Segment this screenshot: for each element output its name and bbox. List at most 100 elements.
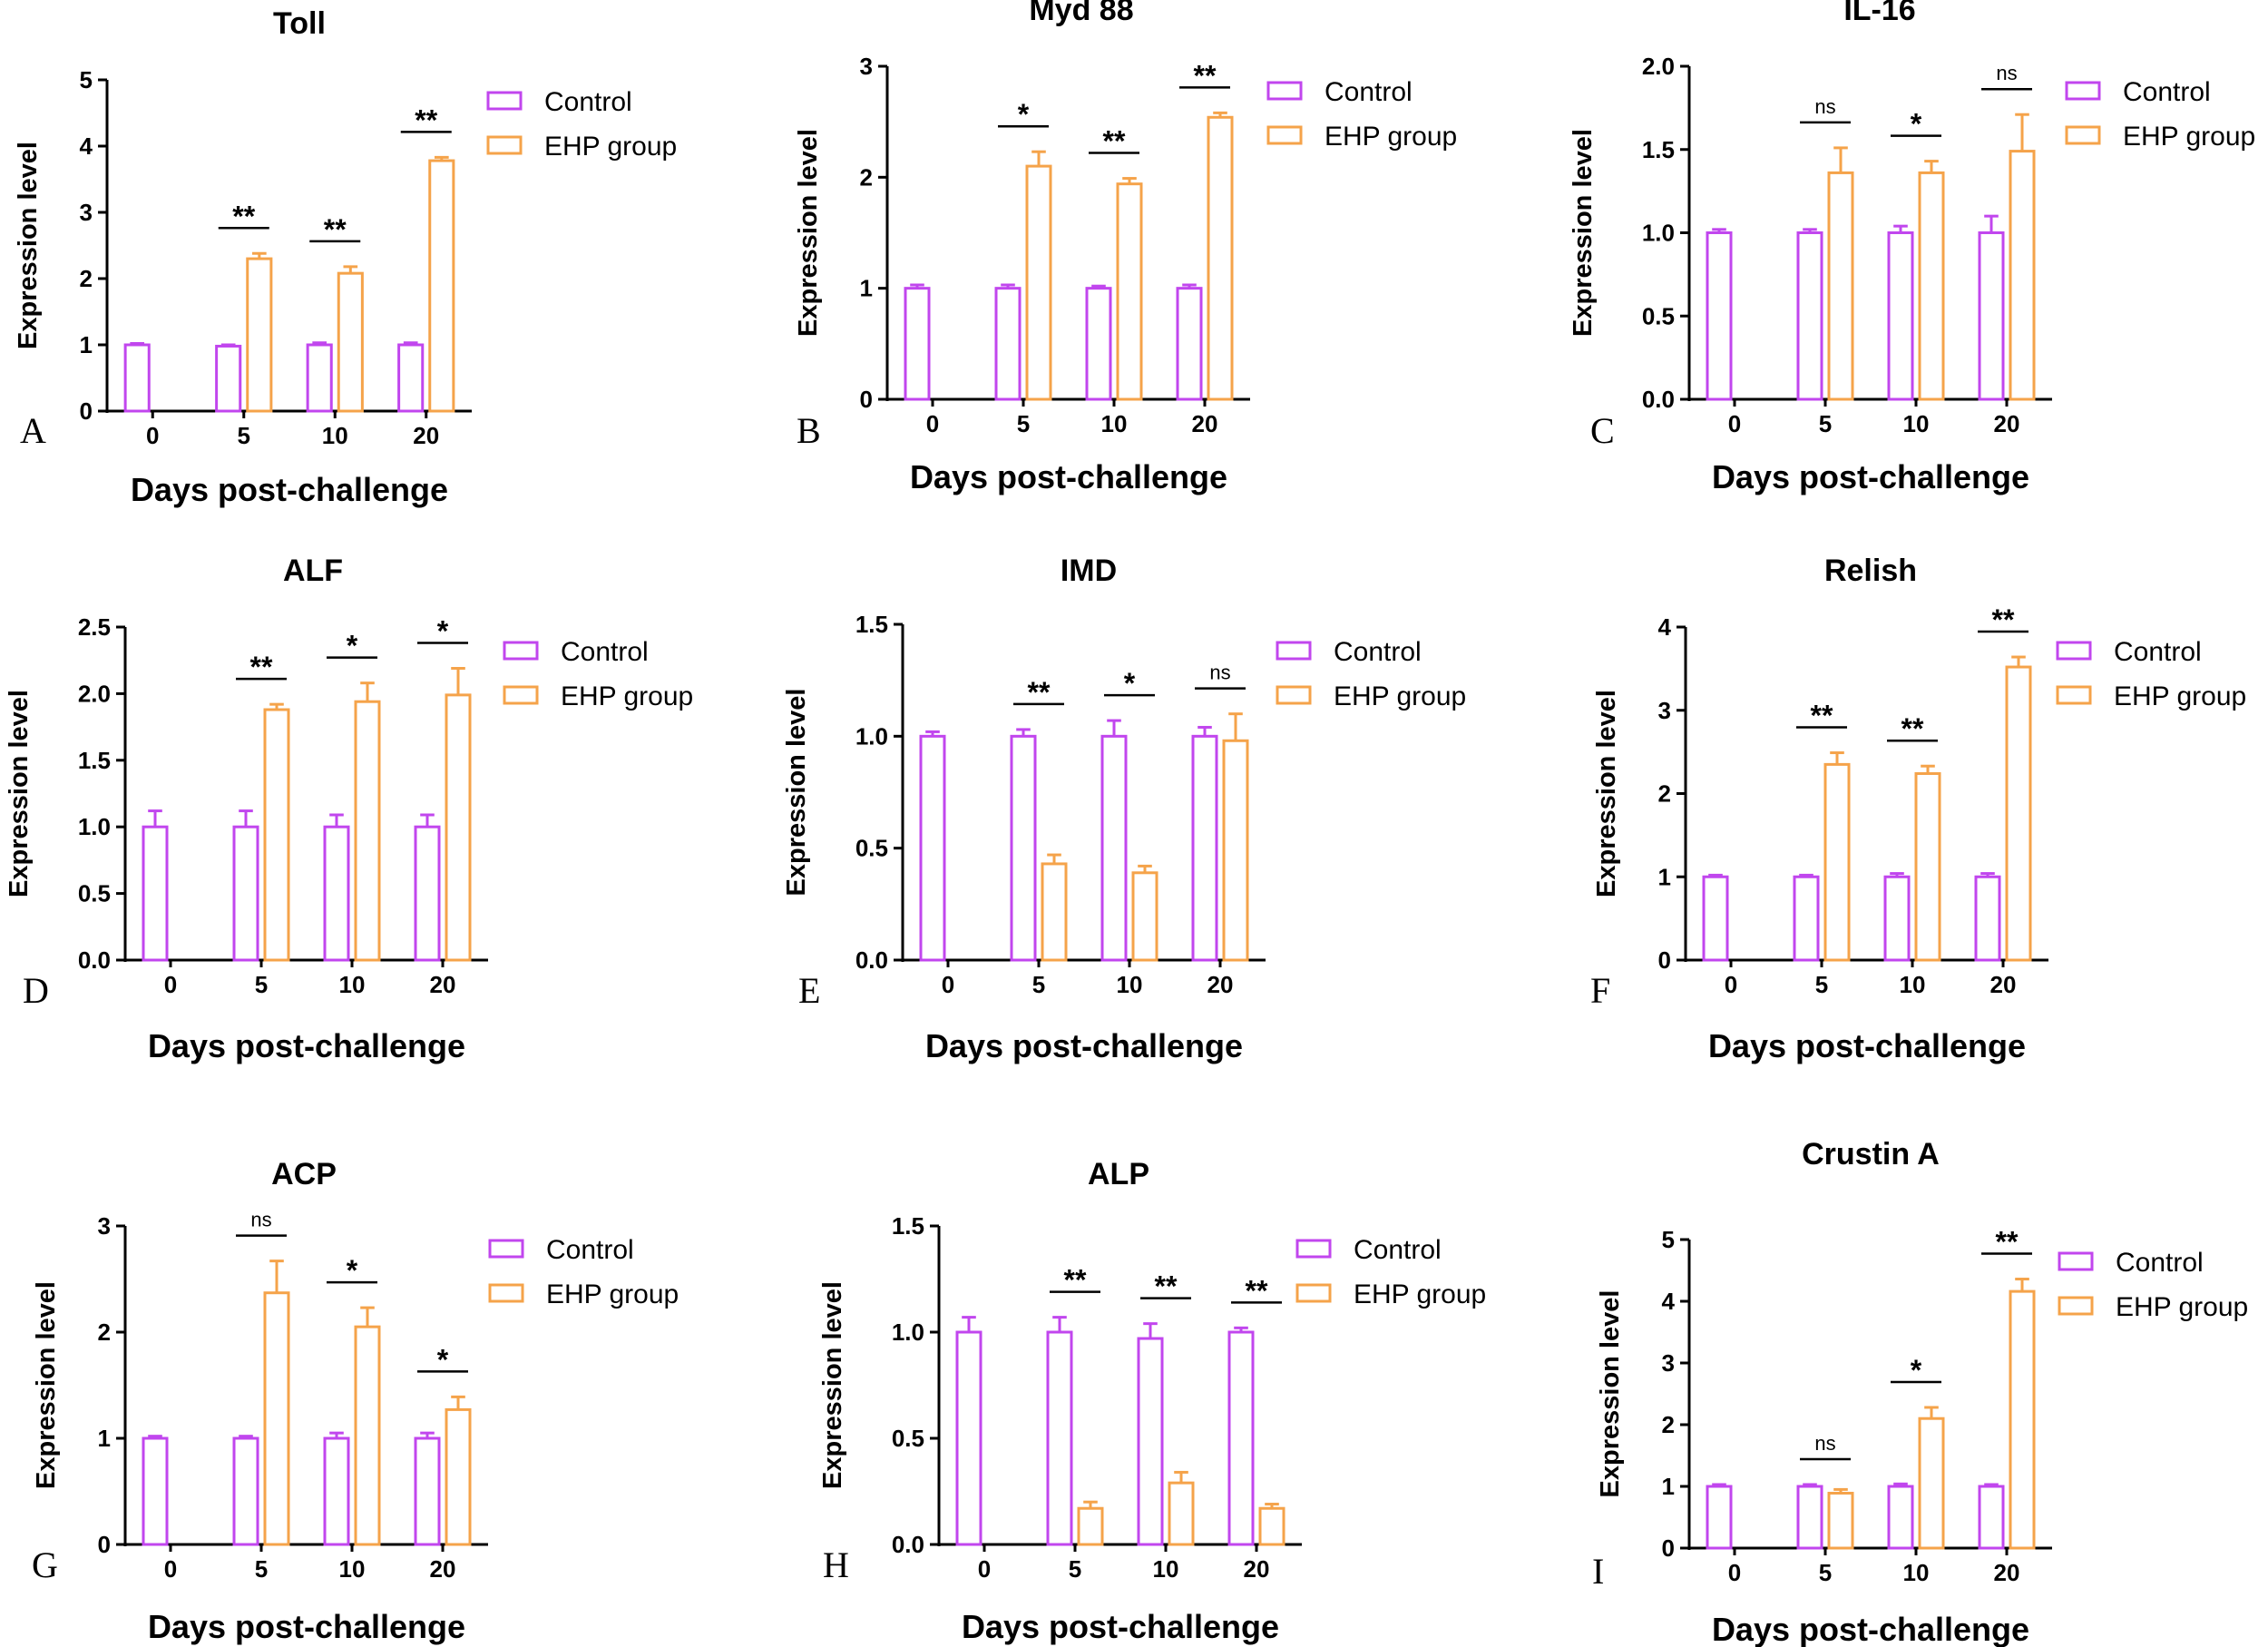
ehp-bar [1077, 1506, 1104, 1546]
significance-marker: * [347, 630, 358, 662]
ehp-bar [1823, 762, 1851, 962]
x-tick-label: 0 [942, 971, 954, 998]
control-bar [1978, 231, 2005, 401]
y-tick-label: 1.5 [1642, 136, 1675, 163]
y-axis-label: Expression level [32, 1281, 61, 1489]
significance-marker: ** [1246, 1274, 1268, 1307]
x-tick-label: 5 [1819, 410, 1832, 437]
control-bar [1100, 734, 1128, 962]
x-axis-label: Days post-challenge [1708, 1027, 2026, 1064]
ehp-bar [263, 708, 290, 962]
legend-swatch-control [2056, 641, 2092, 661]
y-tick-label: 1.5 [855, 611, 888, 638]
ehp-bar [246, 257, 273, 413]
y-tick-label: 4 [1658, 613, 1672, 641]
ehp-bar [2005, 665, 2032, 962]
y-tick-label: 2 [80, 265, 93, 292]
legend-label-ehp: EHP group [546, 1279, 679, 1309]
y-tick-label: 1.5 [78, 747, 111, 774]
panel-letter: A [20, 410, 46, 451]
panel-g: ACP 0 1 2 3 Expression level Days post-challen… [32, 1157, 679, 1645]
y-tick-label: 0.0 [892, 1531, 924, 1558]
y-tick-label: 3 [80, 199, 93, 226]
legend-swatch-control [1266, 81, 1303, 101]
significance-marker: * [1911, 1354, 1922, 1387]
legend-swatch-control [2058, 1251, 2094, 1271]
control-bar [1793, 875, 1820, 962]
chart-title: Myd 88 [1029, 0, 1133, 27]
y-tick-label: 1.5 [892, 1212, 924, 1240]
x-tick-label: 20 [1994, 1559, 2020, 1586]
significance-marker: ** [1064, 1264, 1087, 1297]
y-tick-label: 3 [98, 1212, 111, 1240]
y-tick-label: 1 [860, 275, 873, 302]
legend-swatch-ehp [2058, 1296, 2094, 1316]
legend-swatch-control [1295, 1239, 1332, 1259]
control-bar [1227, 1330, 1255, 1546]
y-tick-label: 0.0 [1642, 386, 1675, 413]
control-bar [1191, 734, 1218, 962]
significance-marker: ns [1814, 95, 1835, 118]
panel-c: IL-16 0.0 0.5 1.0 1.5 2.0 Expression level Days… [1569, 0, 2255, 495]
control-bar [1883, 875, 1911, 962]
x-axis-label: Days post-challenge [148, 1027, 465, 1064]
y-axis-label: Expression level [14, 142, 43, 349]
panel-letter: I [1592, 1551, 1604, 1592]
control-bar [1137, 1337, 1164, 1546]
panel-f: Relish 0 1 2 3 4 Expression level Days post-cha… [1590, 554, 2246, 1064]
legend-swatch-ehp [1295, 1283, 1332, 1303]
legend-label-control: Control [1354, 1235, 1442, 1265]
ehp-bar [354, 700, 381, 962]
significance-marker: * [437, 1343, 449, 1376]
control-bar [1702, 875, 1729, 962]
legend-swatch-ehp [2056, 685, 2092, 705]
y-tick-label: 4 [1662, 1288, 1676, 1315]
x-tick-label: 10 [1153, 1555, 1179, 1583]
y-tick-label: 0.5 [855, 835, 888, 862]
x-tick-label: 5 [255, 971, 268, 998]
significance-marker: ** [1811, 700, 1833, 732]
chart-title: IL-16 [1843, 0, 1915, 27]
panel-letter: D [23, 970, 49, 1011]
control-bar [142, 825, 169, 962]
x-axis-label: Days post-challenge [1712, 1611, 2029, 1647]
control-bar [1046, 1330, 1073, 1546]
y-tick-label: 0.5 [892, 1425, 924, 1452]
legend-label-ehp: EHP group [1354, 1279, 1486, 1309]
y-tick-label: 3 [1662, 1349, 1675, 1377]
ehp-bar [1116, 182, 1143, 401]
x-tick-label: 20 [1207, 971, 1234, 998]
x-axis-label: Days post-challenge [148, 1608, 465, 1645]
y-tick-label: 0 [98, 1531, 111, 1558]
significance-marker: ** [1028, 676, 1051, 709]
control-bar [1796, 231, 1823, 401]
legend: Control EHP group [1266, 77, 1457, 152]
x-tick-label: 20 [1244, 1555, 1270, 1583]
x-tick-label: 0 [1725, 971, 1737, 998]
legend-swatch-control [488, 1239, 524, 1259]
significance-marker: ** [1194, 59, 1217, 92]
ehp-bar [1222, 739, 1249, 962]
y-axis-label: Expression level [1592, 690, 1621, 897]
significance-marker: ns [1814, 1432, 1835, 1455]
y-tick-label: 1.0 [1642, 220, 1675, 247]
panel-h: ALP 0.0 0.5 1.0 1.5 Expression level Days post… [818, 1157, 1486, 1645]
chart-title: ALP [1088, 1157, 1149, 1191]
y-tick-label: 5 [80, 66, 93, 93]
x-tick-label: 5 [238, 422, 250, 449]
y-tick-label: 0.5 [78, 880, 111, 907]
y-tick-label: 4 [80, 132, 93, 160]
legend-swatch-control [486, 91, 523, 111]
ehp-bar [428, 159, 455, 413]
ehp-bar [263, 1291, 290, 1546]
control-bar [1978, 1485, 2005, 1550]
x-tick-label: 0 [1728, 1559, 1741, 1586]
legend-label-control: Control [1334, 637, 1422, 667]
ehp-bar [1168, 1481, 1195, 1546]
x-tick-label: 5 [1032, 971, 1045, 998]
legend-label-control: Control [1325, 77, 1413, 107]
ehp-bar [1827, 171, 1854, 401]
x-axis-label: Days post-challenge [910, 458, 1227, 495]
y-axis-label: Expression level [1596, 1290, 1625, 1498]
significance-marker: ns [1209, 662, 1230, 684]
